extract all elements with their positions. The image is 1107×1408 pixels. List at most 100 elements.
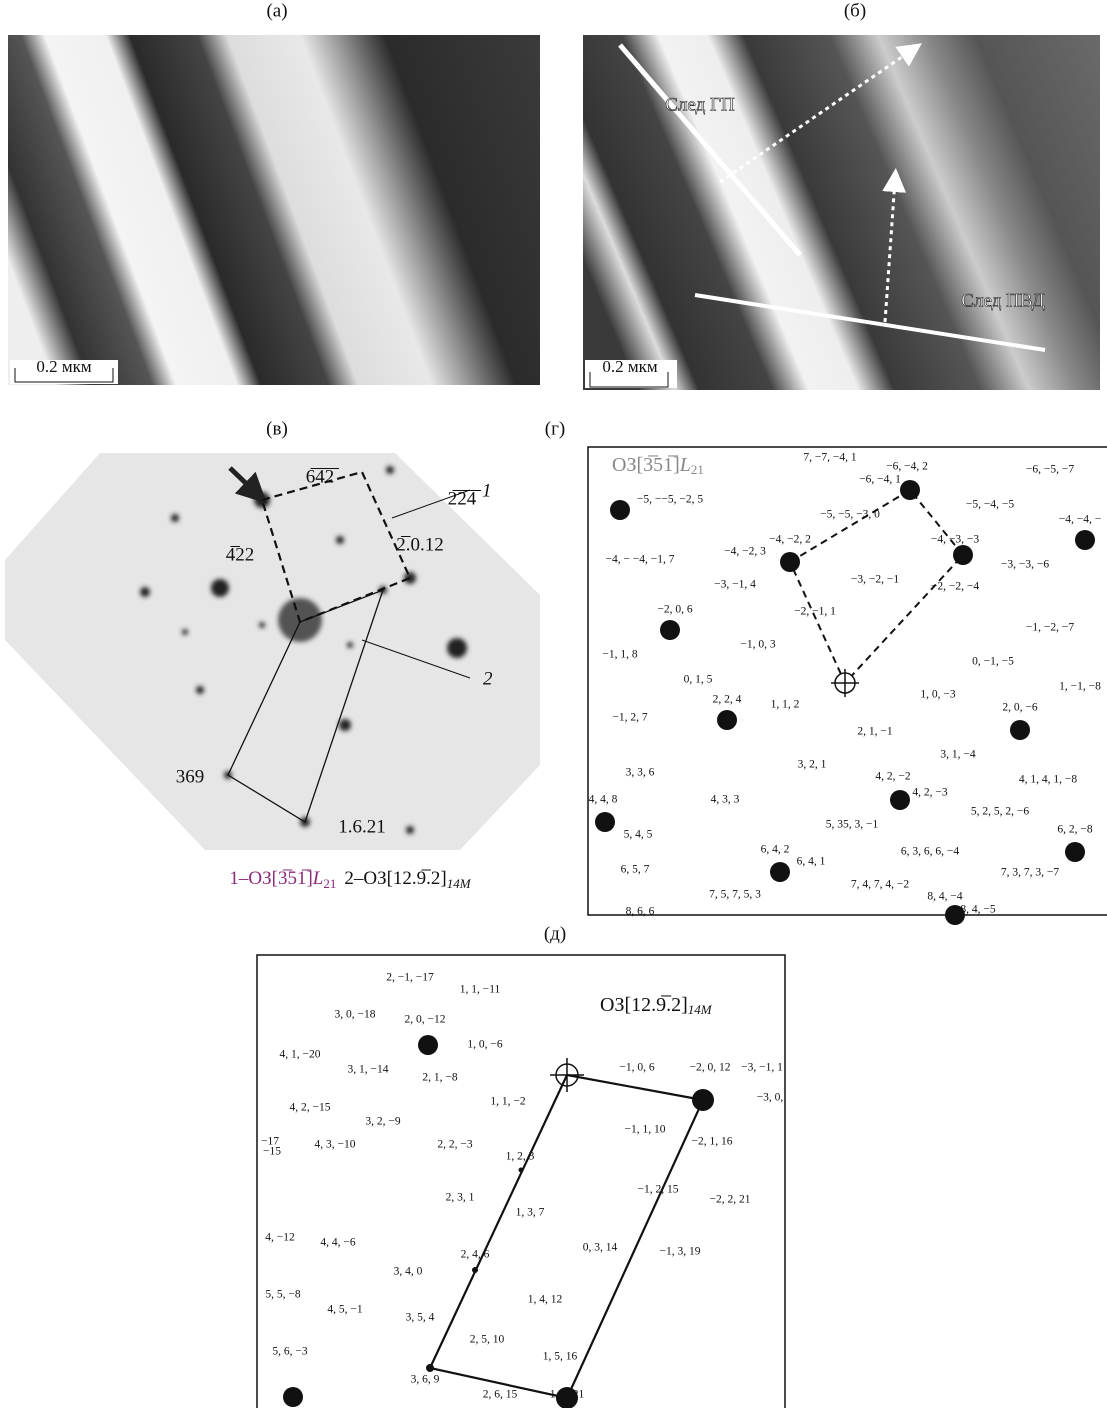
index-label: 1, 6, 21 — [550, 1389, 585, 1401]
reflection — [283, 1387, 303, 1407]
index-label: 2, 4, 6 — [461, 1249, 490, 1261]
panel-label: (в) — [266, 418, 288, 439]
index-label: 7, 4, 7, 4, −2 — [851, 879, 909, 891]
index-label: 1, 5, 16 — [543, 1351, 578, 1363]
marker: 2 — [483, 668, 493, 689]
reflection — [418, 1035, 438, 1055]
index-label: 4, 3, 3 — [711, 794, 740, 806]
reflection — [610, 500, 630, 520]
index-label: −4, −2, 3 — [724, 546, 766, 558]
index-label: 1, 3, 7 — [516, 1207, 545, 1219]
index-label: 5, 2, 5, 2, −6 — [971, 806, 1029, 818]
caption: 1–ОЗ[3̅51̅]L212–ОЗ[12.9̅.2]14M — [229, 868, 471, 891]
index-label: −3, −3, −6 — [1001, 559, 1049, 571]
trace-label: След ПВД — [961, 290, 1044, 311]
index-label: −5, −5, −3, 0 — [820, 509, 880, 521]
reflection — [717, 710, 737, 730]
index-label: 1, 4, 12 — [528, 1294, 563, 1306]
index-label: 0, 1, 5 — [684, 674, 713, 686]
index-label: 1, 0, −3 — [920, 689, 955, 701]
index-label: −2, 0, 12 — [690, 1062, 731, 1074]
index-label: 2, 5, 10 — [470, 1334, 505, 1346]
index-label: 1, 0, −6 — [467, 1039, 502, 1051]
index-label: −1, 2, 15 — [638, 1184, 679, 1196]
index-label: −6, −4, 2 — [886, 461, 928, 473]
index-label: −6, −4, 1 — [859, 474, 901, 486]
index-label: 3, 3, 6 — [626, 767, 655, 779]
figure: 0.2 мкм (а) След ГП След ПВД 0.2 мкм (б)… — [0, 0, 1107, 1408]
frame — [257, 955, 785, 1408]
origin — [550, 1058, 584, 1092]
trace-label: След ГП — [665, 94, 735, 115]
index-label: 1, 2, 3 — [506, 1151, 535, 1163]
index-label: −4, −4, − — [1059, 514, 1101, 526]
index-label: 1, −1, −8 — [1059, 681, 1101, 693]
index-label: −4, −3, −3 — [931, 534, 979, 546]
index-label: 2, 1, −1 — [857, 726, 892, 738]
spot-label: 6̅4̅2̅ — [306, 466, 340, 487]
micrograph — [583, 35, 1100, 390]
reflection — [426, 1364, 434, 1372]
index-label: 2, 0, −12 — [405, 1014, 446, 1026]
index-label: 5, 4, 5 — [624, 829, 653, 841]
index-label: −3, 0, — [757, 1092, 784, 1104]
index-label: 1, 1, −2 — [490, 1096, 525, 1108]
panel-label: (б) — [844, 0, 866, 21]
index-label: 8, 4, −4 — [927, 891, 962, 903]
index-label: 3, 1, −14 — [348, 1064, 389, 1076]
index-label: 4, 1, −20 — [280, 1049, 321, 1061]
index-label: −2, −1, 1 — [794, 606, 836, 618]
index-label: 4, 4, −6 — [320, 1237, 355, 1249]
panel-label: (г) — [545, 418, 565, 439]
index-label: 4, 2, −15 — [290, 1102, 331, 1114]
index-label: −1, 0, 3 — [740, 639, 775, 651]
spot-label: 369 — [176, 766, 205, 787]
index-label: 6, 4, 1 — [797, 856, 826, 868]
index-label: 8, 4, −5 — [960, 904, 995, 916]
title-part: L — [679, 454, 691, 476]
index-label: 5, 6, −3 — [272, 1346, 307, 1358]
index-label: 3, 4, 0 — [394, 1266, 423, 1278]
index-label: 5, 35, 3, −1 — [826, 819, 879, 831]
reflection — [472, 1267, 478, 1273]
index-label: 2, 3, 1 — [446, 1192, 475, 1204]
caption-part: 21 — [323, 876, 336, 891]
index-label: 6, 2, −8 — [1057, 824, 1092, 836]
index-label: 2, 0, −6 — [1002, 702, 1037, 714]
reflection — [953, 545, 973, 565]
caption-part: L — [312, 868, 324, 889]
index-label: −1, 2, 7 — [612, 712, 647, 724]
index-label: 4, 2, −2 — [875, 771, 910, 783]
index-label: −5, −−5, −2, 5 — [637, 494, 703, 506]
scale-label: 0.2 мкм — [36, 357, 92, 376]
scale-label: 0.2 мкм — [602, 357, 658, 376]
spot-label: 2̅.0.12 — [396, 534, 444, 555]
index-label: 3, 0, −18 — [335, 1009, 376, 1021]
index-label: −6, −5, −7 — [1026, 464, 1074, 476]
panel-label: (а) — [266, 0, 287, 21]
micrograph — [8, 35, 540, 385]
index-label: 3, 6, 9 — [411, 1374, 440, 1386]
caption-part: 14M — [447, 876, 472, 891]
reflection — [890, 790, 910, 810]
reflection — [660, 620, 680, 640]
index-label: 3, 5, 4 — [406, 1312, 435, 1324]
index-label: 6, 5, 7 — [621, 864, 650, 876]
marker: 1 — [482, 480, 492, 501]
caption-part: 2–ОЗ[12.9̅.2] — [344, 868, 446, 889]
title-part: 21 — [691, 462, 704, 477]
index-label: −3, −1, 1 — [741, 1062, 783, 1074]
index-label: −2, 0, 6 — [657, 604, 692, 616]
index-label: −3, −2, −1 — [851, 574, 899, 586]
index-label: −2, −2, −4 — [931, 581, 979, 593]
index-label: −5, −4, −5 — [966, 499, 1014, 511]
index-label: 7, −7, −4, 1 — [803, 452, 856, 464]
index-label: 4, 1, 4, 1, −8 — [1019, 774, 1077, 786]
index-label: 2, 2, 4 — [713, 694, 742, 706]
spot-label: 1.6.21 — [338, 816, 386, 837]
reflection — [519, 1168, 524, 1173]
index-label: 6, 3, 6, 6, −4 — [901, 846, 959, 858]
index-label: 6, 4, 2 — [761, 844, 790, 856]
title-part: 14M — [688, 1002, 713, 1017]
reflection — [900, 480, 920, 500]
